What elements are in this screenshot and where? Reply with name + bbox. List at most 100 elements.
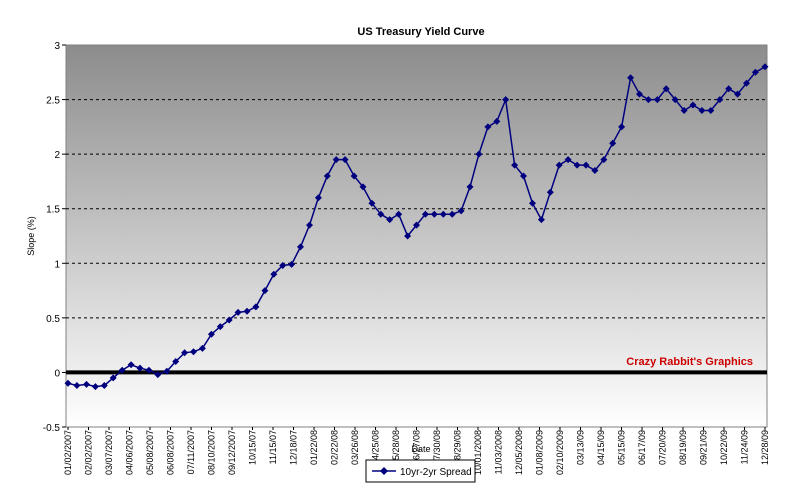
data-point bbox=[448, 210, 456, 218]
data-point bbox=[163, 367, 171, 375]
series-10yr-2yr-spread bbox=[64, 63, 769, 391]
x-tick-label: 10/22/09 bbox=[719, 430, 729, 465]
data-point bbox=[207, 330, 215, 338]
x-tick-label: 03/07/2007 bbox=[104, 430, 114, 475]
data-point bbox=[680, 107, 688, 114]
y-tick-label: 2 bbox=[54, 150, 60, 161]
x-ticks bbox=[67, 427, 766, 430]
data-point bbox=[91, 383, 99, 391]
data-point bbox=[546, 188, 554, 196]
data-point bbox=[306, 221, 313, 229]
watermark: Crazy Rabbit's Graphics bbox=[626, 356, 753, 368]
data-point bbox=[582, 161, 590, 169]
plot-area bbox=[65, 44, 768, 428]
data-point bbox=[359, 183, 367, 191]
x-tick-label: 02/10/2009 bbox=[555, 430, 565, 475]
x-tick-label: 11/03/2008 bbox=[494, 430, 504, 474]
data-point bbox=[618, 123, 626, 131]
legend: 10yr-2yr Spread bbox=[365, 459, 476, 483]
data-point bbox=[698, 107, 706, 114]
x-tick-label: 04/25/08 bbox=[371, 430, 381, 465]
y-tick-label: 1 bbox=[54, 259, 60, 270]
data-point bbox=[457, 207, 465, 215]
x-tick-label: 09/12/2007 bbox=[227, 430, 237, 475]
legend-box bbox=[365, 459, 476, 483]
data-point bbox=[118, 366, 126, 374]
data-point bbox=[439, 210, 447, 218]
data-point bbox=[689, 101, 697, 109]
data-point bbox=[234, 308, 242, 316]
data-point bbox=[64, 379, 72, 387]
data-point bbox=[73, 382, 81, 389]
x-tick-label: 09/21/09 bbox=[699, 430, 709, 465]
x-tick-label: 01/02/2007 bbox=[63, 430, 73, 475]
x-tick-label: 06/27/08 bbox=[412, 430, 422, 465]
data-point bbox=[323, 172, 331, 180]
data-point bbox=[662, 85, 670, 93]
data-point bbox=[600, 156, 608, 164]
data-point bbox=[564, 156, 572, 164]
data-point bbox=[314, 194, 322, 202]
data-point bbox=[644, 96, 652, 104]
data-point bbox=[377, 210, 385, 218]
x-tick-label: 10/15/07 bbox=[248, 430, 258, 465]
data-point bbox=[484, 123, 492, 131]
y-tick-label: -0.5 bbox=[43, 423, 61, 434]
data-point bbox=[421, 210, 429, 218]
x-tick-label: 07/20/09 bbox=[658, 430, 668, 465]
data-point bbox=[350, 172, 358, 180]
data-point bbox=[332, 156, 340, 164]
x-tick-label: 12/05/2008 bbox=[514, 430, 524, 475]
data-point bbox=[297, 243, 304, 251]
chart-title: US Treasury Yield Curve bbox=[357, 26, 484, 38]
x-tick-label: 08/10/2007 bbox=[207, 430, 217, 475]
data-point bbox=[279, 262, 287, 269]
data-point bbox=[555, 161, 563, 169]
data-point bbox=[493, 117, 501, 125]
data-point bbox=[100, 382, 108, 389]
data-point bbox=[172, 358, 180, 365]
data-point bbox=[261, 287, 269, 295]
y-tick-label: 2.5 bbox=[46, 96, 60, 107]
x-tick-label: 04/15/09 bbox=[596, 430, 606, 465]
x-tick-label: 12/18/07 bbox=[289, 430, 299, 465]
y-tick-label: 3 bbox=[54, 41, 60, 52]
data-point bbox=[591, 167, 599, 174]
data-point bbox=[761, 63, 769, 71]
x-tick-label: 07/11/2007 bbox=[186, 430, 196, 474]
x-tick-label: 06/17/09 bbox=[637, 430, 647, 465]
data-point bbox=[627, 74, 635, 82]
x-tick-label: 01/22/08 bbox=[309, 430, 319, 465]
y-tick-label: 0 bbox=[54, 368, 60, 379]
data-point bbox=[537, 216, 545, 224]
y-axis-label: Slope (%) bbox=[26, 216, 36, 256]
data-point bbox=[413, 221, 420, 229]
data-point bbox=[466, 183, 474, 191]
data-point bbox=[502, 96, 510, 104]
data-point bbox=[341, 156, 349, 164]
data-point bbox=[404, 232, 412, 240]
data-point bbox=[520, 172, 527, 180]
data-point bbox=[145, 366, 153, 374]
data-point bbox=[216, 323, 224, 331]
x-tick-label: 11/24/09 bbox=[740, 430, 750, 464]
data-point bbox=[252, 303, 260, 311]
data-point bbox=[83, 380, 90, 388]
x-tick-label: 02/02/2007 bbox=[84, 430, 94, 475]
data-point bbox=[288, 260, 296, 268]
data-point bbox=[609, 139, 617, 147]
y-tick-label: 1.5 bbox=[46, 205, 60, 216]
data-point bbox=[109, 374, 117, 382]
x-tick-label: 08/29/08 bbox=[453, 430, 463, 465]
legend-label: 10yr-2yr Spread bbox=[400, 467, 472, 478]
data-point bbox=[430, 210, 438, 218]
x-axis-label: Date bbox=[411, 444, 430, 454]
data-point bbox=[198, 344, 206, 352]
x-tick-label: 05/15/09 bbox=[617, 430, 627, 465]
x-tick-label: 03/13/09 bbox=[576, 430, 586, 465]
data-point bbox=[181, 349, 189, 357]
data-point bbox=[475, 150, 483, 158]
x-tick-label: 10/01/2008 bbox=[473, 430, 483, 475]
x-tick-label: 01/08/2009 bbox=[535, 430, 545, 475]
x-tick-label: 03/26/08 bbox=[350, 430, 360, 465]
